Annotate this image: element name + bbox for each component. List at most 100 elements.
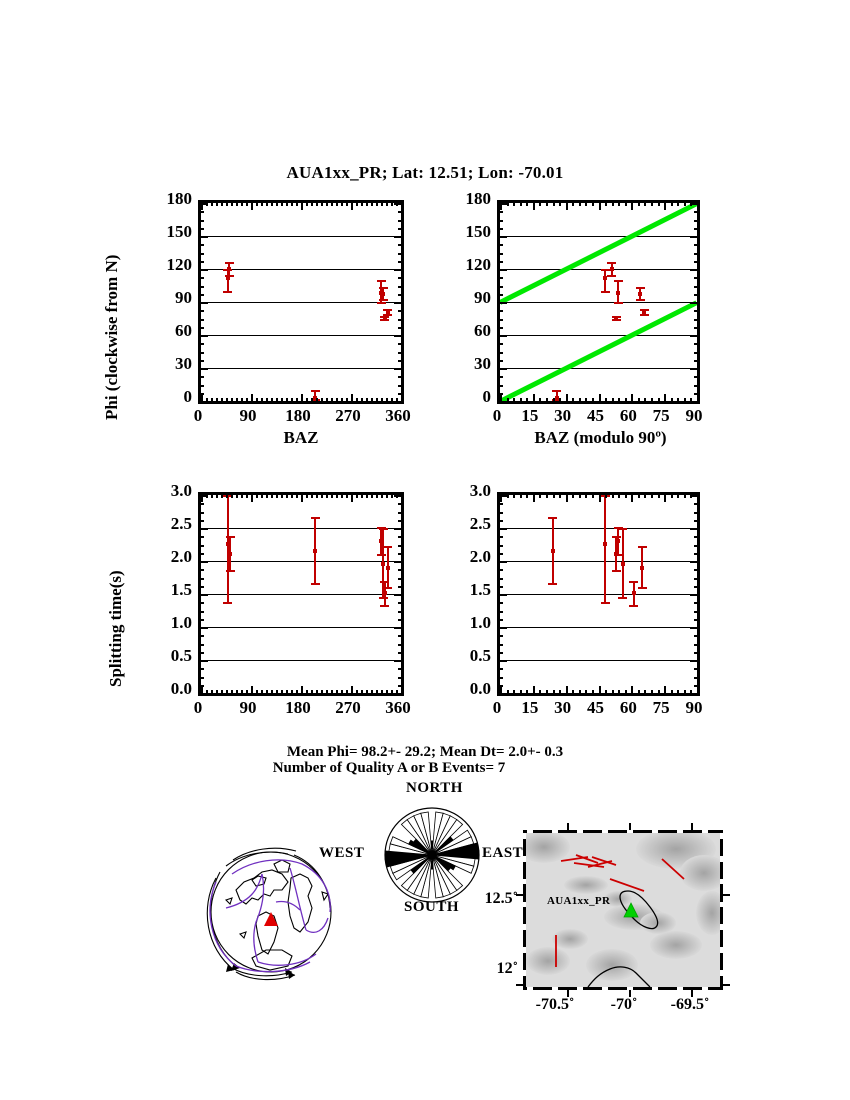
ytick-minor-right [398, 635, 402, 638]
ytick-major-right [394, 528, 402, 530]
xtick-minor-top [236, 202, 238, 206]
ytick-label: 2.5 [170, 514, 192, 533]
ytick-minor-right [694, 544, 698, 547]
map-border-dash [652, 987, 659, 990]
error-bar-cap-bottom [225, 569, 235, 572]
ytick-minor-right [398, 260, 402, 263]
ytick-minor [499, 310, 503, 313]
xtick-minor [271, 398, 273, 402]
xtick-minor-top [670, 202, 673, 206]
chart-dt-vs-baz [198, 492, 404, 696]
data-point [550, 549, 555, 554]
xtick-minor-top [306, 494, 308, 498]
error-bar-cap-bottom [600, 291, 610, 294]
xtick-label: 15 [521, 698, 539, 717]
xtick-major [251, 394, 253, 402]
xtick-major [565, 686, 568, 694]
ytick-label: 30 [474, 354, 491, 373]
xtick-major-top [201, 494, 203, 502]
reference-line-2 [500, 203, 697, 305]
xtick-minor-top [346, 202, 348, 206]
xtick-minor-top [683, 202, 686, 206]
xtick-minor-top [651, 202, 654, 206]
error-bar-cap-top [376, 526, 386, 529]
xtick-minor [559, 690, 562, 694]
ytick-minor-right [398, 618, 402, 621]
xtick-minor [266, 690, 268, 694]
ytick-minor-right [694, 293, 698, 296]
xtick-minor [221, 690, 223, 694]
ytick-minor-right [694, 668, 698, 671]
ytick-minor-right [398, 610, 402, 613]
error-bar-cap-bottom [629, 604, 639, 607]
xtick-major-top [532, 202, 535, 210]
xtick-minor-top [341, 202, 343, 206]
xtick-major [631, 686, 634, 694]
error-bar-cap-bottom [383, 314, 393, 317]
xtick-label: 90 [685, 406, 703, 425]
data-point [225, 275, 230, 280]
xtick-label: 90 [239, 698, 257, 717]
data-point [382, 590, 387, 595]
xtick-minor-top [552, 494, 555, 498]
error-bar-cap-top [618, 528, 628, 530]
xtick-minor [271, 690, 273, 694]
xtick-minor-top [545, 202, 548, 206]
xtick-minor-top [366, 494, 368, 498]
ytick-minor [200, 668, 204, 671]
ytick-minor [499, 384, 503, 387]
xtick-minor-top [341, 494, 343, 498]
error-bar-cap-top [613, 280, 623, 282]
ytick-minor [200, 211, 204, 214]
ytick-minor [200, 519, 204, 522]
ytick-minor-right [398, 684, 402, 687]
xtick-label: 60 [619, 698, 637, 717]
ytick-minor [200, 618, 204, 621]
ytick-minor [499, 635, 503, 638]
ytick-minor-right [398, 285, 402, 288]
xtick-minor-top [221, 494, 223, 498]
ytick-minor [200, 577, 204, 580]
rose-petals [384, 811, 480, 899]
globe-great-circles [206, 847, 331, 981]
xtick-minor [231, 690, 233, 694]
ytick-minor-right [694, 318, 698, 321]
xtick-minor-top [261, 494, 263, 498]
ytick-minor-right [398, 503, 402, 506]
ytick-minor-right [694, 252, 698, 255]
rose-label-south: SOUTH [404, 899, 460, 915]
ytick-minor [200, 376, 204, 379]
map-xtick [567, 990, 569, 997]
xtick-label: 270 [335, 406, 361, 425]
ytick-minor [499, 643, 503, 646]
xtick-minor [371, 690, 373, 694]
ytick-minor-right [398, 359, 402, 362]
ytick-minor [499, 668, 503, 671]
data-point [614, 552, 618, 557]
xtick-minor-top [381, 494, 383, 498]
map-ytick [516, 894, 523, 896]
error-bar-cap-top [376, 280, 386, 282]
ytick-major-right [394, 236, 402, 238]
ytick-minor [499, 536, 503, 539]
ytick-major [200, 401, 208, 403]
gridline-y-90 [500, 302, 697, 303]
ytick-label: 3.0 [170, 481, 192, 500]
ytick-major [200, 203, 208, 205]
ytick-minor [499, 252, 503, 255]
map-border-dash [602, 987, 609, 990]
xtick-minor [216, 690, 218, 694]
ytick-minor [499, 343, 503, 346]
ytick-minor-right [694, 569, 698, 572]
xtick-minor [236, 398, 238, 402]
ytick-minor [200, 260, 204, 263]
ytick-major-right [394, 203, 402, 205]
ytick-minor-right [694, 552, 698, 555]
ytick-major [200, 594, 208, 596]
xtick-minor [291, 398, 293, 402]
ytick-major-right [690, 660, 698, 662]
xtick-minor [286, 398, 288, 402]
plot-area [201, 203, 401, 401]
xtick-minor [356, 398, 358, 402]
rose-label-west: WEST [319, 845, 365, 861]
